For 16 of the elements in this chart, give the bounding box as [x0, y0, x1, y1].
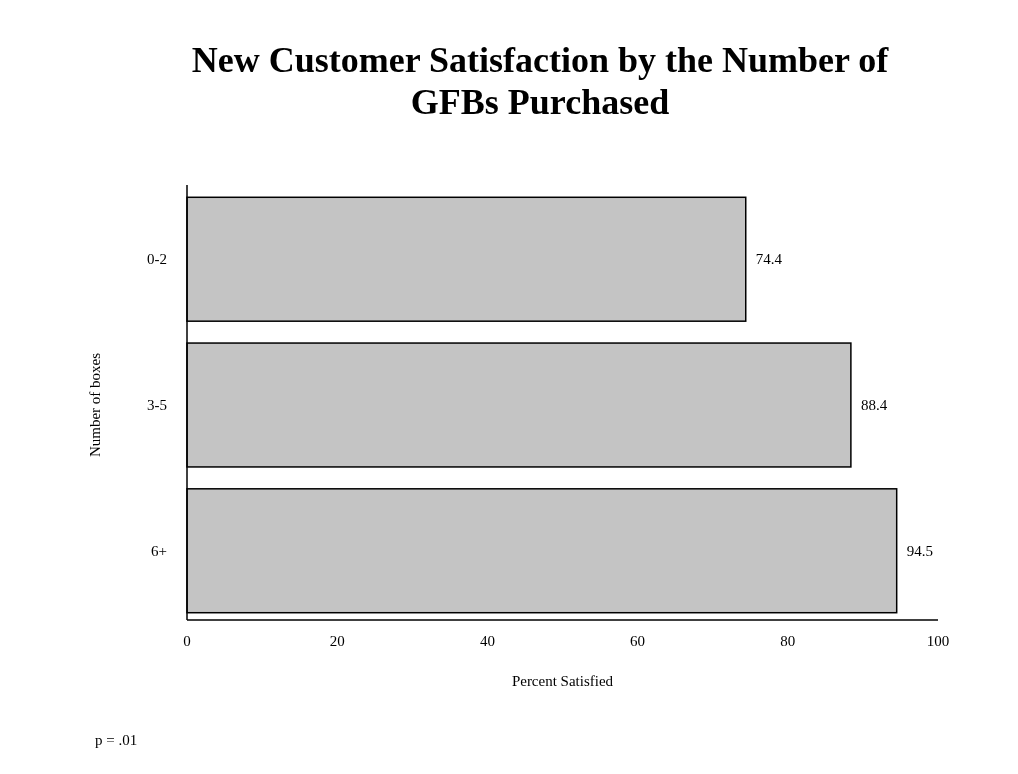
chart-title: New Customer Satisfaction by the Number of GFBs Purchased — [191, 40, 890, 122]
text: p = .01 — [95, 732, 138, 748]
data-label: 88.4 — [860, 397, 888, 413]
x-tick-label: 0 — [183, 633, 191, 649]
x-tick-label: 20 — [329, 633, 345, 649]
x-tick-label: 100 — [926, 633, 950, 649]
x-axis-title: Percent Satisfied — [511, 673, 614, 689]
x-tick-label: 40 — [479, 633, 495, 649]
x-tick-label: 80 — [780, 633, 796, 649]
data-label: 94.5 — [906, 542, 933, 559]
y-tick-label: 6+ — [151, 542, 167, 559]
data-label: 74.4 — [755, 251, 783, 268]
x-tick-label: 60 — [630, 633, 646, 649]
y-tick-label: 3-5 — [147, 397, 167, 413]
y-tick-label: 0-2 — [147, 251, 167, 268]
y-axis-title: Number of boxes — [87, 352, 103, 458]
